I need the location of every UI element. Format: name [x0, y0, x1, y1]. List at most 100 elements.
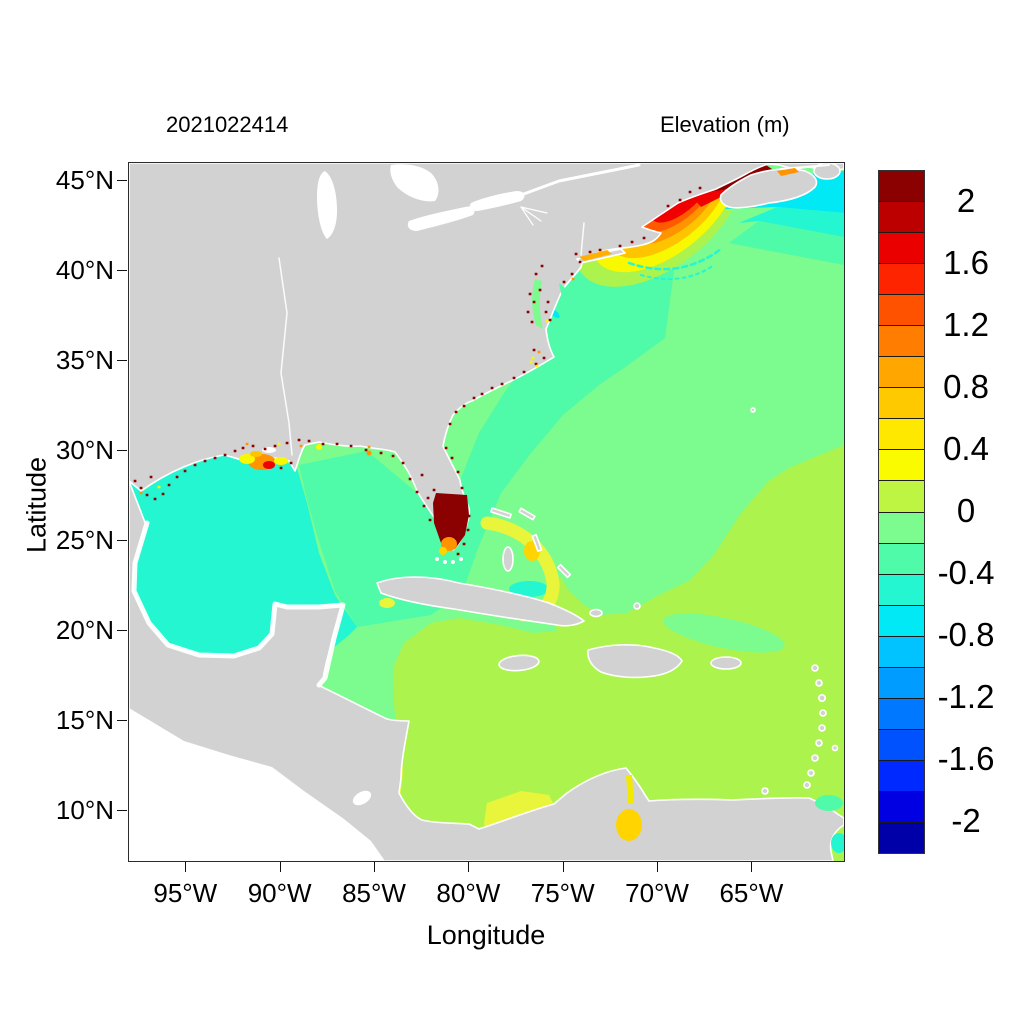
lake-nicaragua: [352, 790, 372, 806]
colorbar-cell: [879, 791, 924, 823]
hispaniola: [587, 644, 683, 679]
scotian-shelf-turquoise: [739, 207, 844, 237]
colorbar-cell: [879, 729, 924, 761]
colorbar-cell: [879, 264, 924, 296]
colorbar-tick-label: -2: [951, 801, 981, 839]
colorbar-cell: [879, 667, 924, 699]
colorbar-cell: [879, 822, 924, 854]
colorbar-tick-label: -0.8: [937, 615, 995, 653]
x-tick-mark: [185, 862, 187, 872]
colorbar-cell: [879, 543, 924, 575]
florida-keys: [435, 557, 463, 564]
x-tick-mark: [279, 862, 281, 872]
puerto-rico: [710, 656, 742, 670]
colorbar-tick-label: 0: [956, 491, 976, 529]
pacific-outside-domain: [129, 708, 385, 861]
colorbar-tick-label: 0.4: [943, 429, 989, 467]
y-tick-label: 40°N: [55, 255, 114, 285]
x-tick-label: 75°W: [530, 878, 595, 908]
trinidad-area-turq: [831, 833, 844, 853]
y-tick-mark: [117, 810, 127, 811]
colorbar-tick-label: 1.6: [943, 243, 989, 281]
lake-maracaibo-gold: [616, 809, 642, 841]
cuba-north-channel: [509, 581, 549, 597]
colorbar-tick-label: -1.6: [937, 739, 995, 777]
maracaibo-neck: [626, 775, 634, 803]
x-tick-mark: [751, 862, 753, 872]
map-plot: [128, 162, 845, 862]
colorbar-cell: [879, 171, 924, 203]
y-tick-mark: [117, 270, 127, 271]
colorbar-cell: [879, 450, 924, 482]
long-island-sound-streak: [579, 250, 612, 261]
x-tick-mark: [468, 862, 470, 872]
jamaica: [498, 654, 540, 672]
colorbar-cell: [879, 512, 924, 544]
y-tick-mark: [117, 540, 127, 541]
florida-tip-gold: [439, 547, 447, 555]
cape-breton: [813, 163, 841, 180]
x-tick-label: 70°W: [625, 878, 689, 908]
x-tick-mark: [562, 862, 564, 872]
x-tick-label: 90°W: [247, 878, 312, 908]
colorbar-cell: [879, 419, 924, 451]
campeche-coast-rim: [131, 520, 346, 688]
nova-scotia: [719, 168, 818, 209]
colorbar-tick-label: -1.2: [937, 677, 995, 715]
y-tick-mark: [117, 450, 127, 451]
scotian-shelf-mint: [729, 221, 844, 265]
shelf-contour-arc-2: [640, 264, 715, 281]
colorbar: [878, 170, 925, 854]
east-coast-shelf-band: [449, 249, 677, 593]
cuba: [376, 576, 585, 627]
y-tick-label: 35°N: [55, 345, 114, 375]
y-tick-label: 45°N: [55, 165, 114, 195]
rivers: [278, 163, 830, 456]
minas-basin-orange: [777, 168, 799, 176]
bermuda: [750, 407, 756, 413]
chesapeake-bay-water: [532, 279, 543, 329]
colorbar-cell: [879, 233, 924, 265]
trinidad-area-mint: [815, 795, 843, 811]
great-lakes: [317, 164, 525, 239]
colorbar-title: Elevation (m): [660, 112, 790, 137]
colorbar-cell: [879, 760, 924, 792]
shelf-contour-arc-1: [627, 247, 723, 271]
x-tick-label: 95°W: [153, 878, 218, 908]
bahamas-islands: [490, 507, 641, 618]
colorbar-cell: [879, 636, 924, 668]
colorbar-tick-label: -0.4: [937, 553, 995, 591]
x-tick-mark: [657, 862, 659, 872]
map-svg: [129, 163, 844, 861]
colorbar-cell: [879, 605, 924, 637]
south-florida-high: [433, 493, 469, 549]
x-tick-label: 65°W: [719, 878, 784, 908]
colorbar-cell: [879, 357, 924, 389]
y-tick-mark: [117, 180, 127, 181]
colorbar-cell: [879, 326, 924, 358]
lesser-antilles: [761, 664, 839, 795]
x-axis-title: Longitude: [426, 920, 546, 950]
colorbar-tick-label: 0.8: [943, 367, 989, 405]
colorbar-cell: [879, 202, 924, 234]
x-tick-label: 85°W: [342, 878, 406, 908]
delaware-bay-water: [559, 283, 569, 298]
y-tick-mark: [117, 630, 127, 631]
green-reentrant-tongue: [663, 613, 785, 653]
y-tick-label: 25°N: [55, 525, 114, 555]
colorbar-cell: [879, 574, 924, 606]
y-tick-label: 10°N: [55, 795, 114, 825]
coastal-speckles-darkred: [133, 186, 702, 556]
colorbar-cell: [879, 295, 924, 327]
x-tick-label: 80°W: [436, 878, 501, 908]
colorbar-cell: [879, 388, 924, 420]
y-tick-label: 30°N: [55, 435, 114, 465]
y-tick-mark: [117, 720, 127, 721]
louisiana-delta-patches: [239, 444, 372, 470]
x-tick-mark: [374, 862, 375, 872]
colorbar-cell: [879, 698, 924, 730]
west-cuba-yellow-spot: [379, 598, 395, 608]
timestamp-title: 2021022414: [166, 112, 289, 137]
y-tick-mark: [117, 360, 127, 361]
